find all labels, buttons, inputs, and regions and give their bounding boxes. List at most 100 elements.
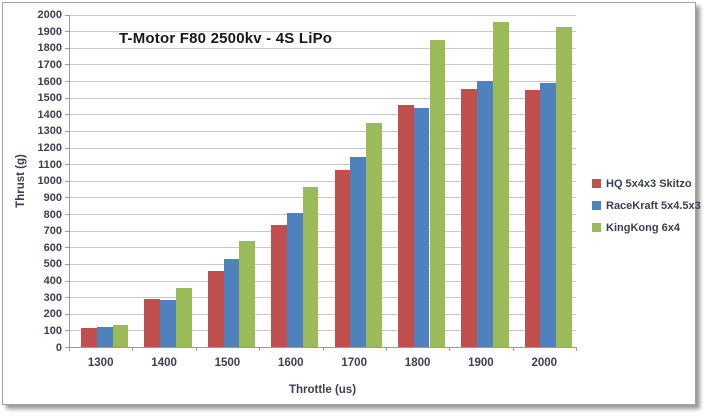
x-tick-label: 1300 xyxy=(87,357,114,369)
gridline xyxy=(69,197,576,199)
bar-kingkong-6x4-1800 xyxy=(429,40,446,347)
gridline xyxy=(69,14,576,16)
y-tick-label: 500 xyxy=(43,258,62,271)
y-tick-label: 600 xyxy=(43,241,62,254)
y-tick xyxy=(65,297,69,299)
x-tick xyxy=(512,347,514,351)
gridline xyxy=(69,230,576,232)
gridline xyxy=(69,247,576,249)
y-tick-label: 1500 xyxy=(37,92,62,105)
y-tick-label: 700 xyxy=(43,225,62,238)
bar-kingkong-6x4-1900 xyxy=(492,22,509,347)
legend: HQ 5x4x3 Skitzo RaceKraft 5x4.5x3 KingKong… xyxy=(592,175,701,241)
y-tick xyxy=(65,330,69,332)
y-tick-label: 1700 xyxy=(37,58,62,71)
bar-hq-5x4x3-skitzo-1700 xyxy=(334,169,351,347)
bar-racekraft-5x4-5x3-1800 xyxy=(413,107,430,347)
y-tick-label: 1000 xyxy=(37,175,62,188)
y-tick-label: 1100 xyxy=(38,158,62,171)
x-tick-label: 1600 xyxy=(278,357,304,369)
gridline xyxy=(69,214,576,215)
bar-racekraft-5x4-5x3-1600 xyxy=(286,213,303,347)
x-tick-label: 1500 xyxy=(214,357,241,369)
y-tick xyxy=(65,114,69,116)
y-tick xyxy=(65,230,69,232)
bar-hq-5x4x3-skitzo-1900 xyxy=(461,88,478,347)
x-tick-label: 1900 xyxy=(468,357,494,369)
x-tick-label: 1800 xyxy=(404,357,431,369)
y-tick xyxy=(65,164,69,166)
legend-item: HQ 5x4x3 Skitzo xyxy=(592,175,701,190)
bar-racekraft-5x4-5x3-1900 xyxy=(477,81,493,347)
gridline xyxy=(69,313,576,315)
bar-racekraft-5x4-5x3-1400 xyxy=(160,300,176,347)
gridline xyxy=(69,147,576,149)
x-tick-label: 2000 xyxy=(531,357,558,369)
y-tick xyxy=(65,47,69,49)
chart-title: T-Motor F80 2500kv - 4S LiPo xyxy=(119,30,333,47)
bar-racekraft-5x4-5x3-1500 xyxy=(223,258,240,347)
y-tick xyxy=(65,214,69,215)
y-tick xyxy=(65,147,69,149)
y-tick-label: 2000 xyxy=(37,9,62,21)
y-axis-line xyxy=(69,14,70,348)
x-axis-title: Throttle (us) xyxy=(288,384,357,396)
x-tick-label: 1700 xyxy=(341,357,367,369)
y-tick xyxy=(65,130,69,132)
gridline xyxy=(69,31,576,33)
bar-kingkong-6x4-1300 xyxy=(112,325,129,347)
legend-item: KingKong 6x4 xyxy=(592,219,701,234)
y-tick xyxy=(65,81,69,82)
y-tick-label: 900 xyxy=(43,191,62,204)
bar-hq-5x4x3-skitzo-1800 xyxy=(397,105,414,347)
bar-racekraft-5x4-5x3-2000 xyxy=(540,82,557,347)
y-tick xyxy=(65,14,69,16)
bar-kingkong-6x4-1700 xyxy=(366,123,382,347)
y-tick xyxy=(65,263,69,265)
x-tick xyxy=(69,347,70,351)
bar-kingkong-6x4-1500 xyxy=(239,241,256,347)
bar-kingkong-6x4-1600 xyxy=(302,187,319,347)
x-tick xyxy=(322,347,324,351)
gridline xyxy=(69,164,576,166)
bar-hq-5x4x3-skitzo-1600 xyxy=(271,224,287,347)
gridline xyxy=(69,97,576,99)
bar-hq-5x4x3-skitzo-2000 xyxy=(524,90,541,347)
y-tick-label: 1600 xyxy=(37,75,62,88)
y-tick-label: 1800 xyxy=(37,42,62,55)
legend-label: KingKong 6x4 xyxy=(606,221,680,234)
y-tick xyxy=(65,97,69,99)
legend-label: RaceKraft 5x4.5x3 xyxy=(606,199,701,212)
gridline xyxy=(69,330,576,332)
bar-racekraft-5x4-5x3-1300 xyxy=(96,327,113,347)
y-tick-label: 100 xyxy=(43,324,62,337)
y-tick-label: 800 xyxy=(43,208,62,221)
bar-kingkong-6x4-1400 xyxy=(176,288,192,347)
x-tick-label: 1400 xyxy=(151,357,177,369)
y-tick-label: 1400 xyxy=(37,108,62,121)
gridline xyxy=(69,130,576,132)
gridline xyxy=(69,114,576,116)
gridline xyxy=(69,263,576,265)
y-tick xyxy=(65,347,69,348)
x-tick xyxy=(576,347,577,351)
gridline xyxy=(69,180,576,182)
y-tick xyxy=(65,31,69,33)
y-tick-label: 1900 xyxy=(37,25,62,38)
x-axis-line xyxy=(65,347,576,348)
x-tick xyxy=(195,347,197,351)
legend-label: HQ 5x4x3 Skitzo xyxy=(606,177,692,190)
y-axis-title: Thrust (g) xyxy=(15,154,27,208)
legend-item: RaceKraft 5x4.5x3 xyxy=(592,197,701,212)
y-tick xyxy=(65,180,69,182)
y-tick-label: 400 xyxy=(43,275,62,287)
y-tick-label: 1200 xyxy=(37,142,62,154)
x-tick xyxy=(385,347,387,351)
x-tick xyxy=(132,347,134,351)
gridline xyxy=(69,64,576,66)
bar-hq-5x4x3-skitzo-1400 xyxy=(144,298,161,347)
bar-kingkong-6x4-2000 xyxy=(556,27,572,347)
gridline xyxy=(69,297,576,299)
y-tick-label: 0 xyxy=(55,341,62,354)
